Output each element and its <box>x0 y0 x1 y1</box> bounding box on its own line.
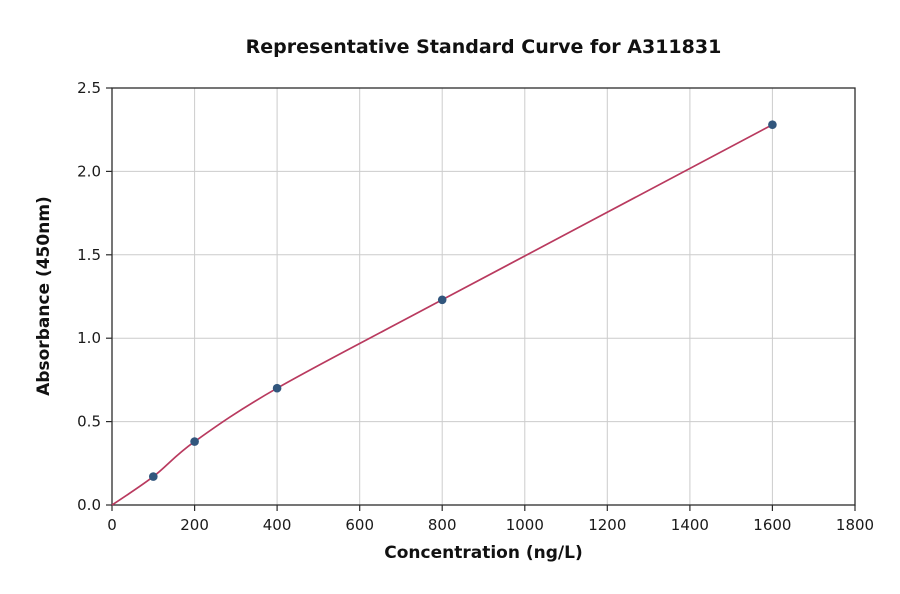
x-tick-label: 1800 <box>836 516 874 534</box>
data-point <box>437 295 447 305</box>
data-point <box>190 437 199 446</box>
x-tick-label: 1400 <box>671 516 709 534</box>
plot-border <box>111 87 856 506</box>
y-axis-label: Absorbance (450nm) <box>34 196 54 396</box>
y-tick-label: 0.5 <box>77 413 101 431</box>
x-tick-label: 1200 <box>588 516 626 534</box>
x-tick-label: 600 <box>345 516 374 534</box>
y-tick-label: 2.5 <box>77 79 101 97</box>
y-tick-label: 0.0 <box>77 496 101 514</box>
x-tick-label: 400 <box>263 516 292 534</box>
chart-title: Representative Standard Curve for A31183… <box>245 36 722 58</box>
y-tick-label: 1.0 <box>77 329 101 347</box>
x-tick-label: 1600 <box>753 516 791 534</box>
y-tick-label: 2.0 <box>77 162 101 180</box>
x-tick-label: 800 <box>428 516 457 534</box>
y-tick-label: 1.5 <box>77 246 101 264</box>
x-tick-label: 0 <box>107 516 117 534</box>
data-point <box>768 120 777 129</box>
x-tick-label: 1000 <box>506 516 544 534</box>
data-point <box>149 472 158 481</box>
data-point <box>272 383 282 393</box>
x-axis-label: Concentration (ng/L) <box>384 543 583 563</box>
x-tick-label: 200 <box>180 516 209 534</box>
